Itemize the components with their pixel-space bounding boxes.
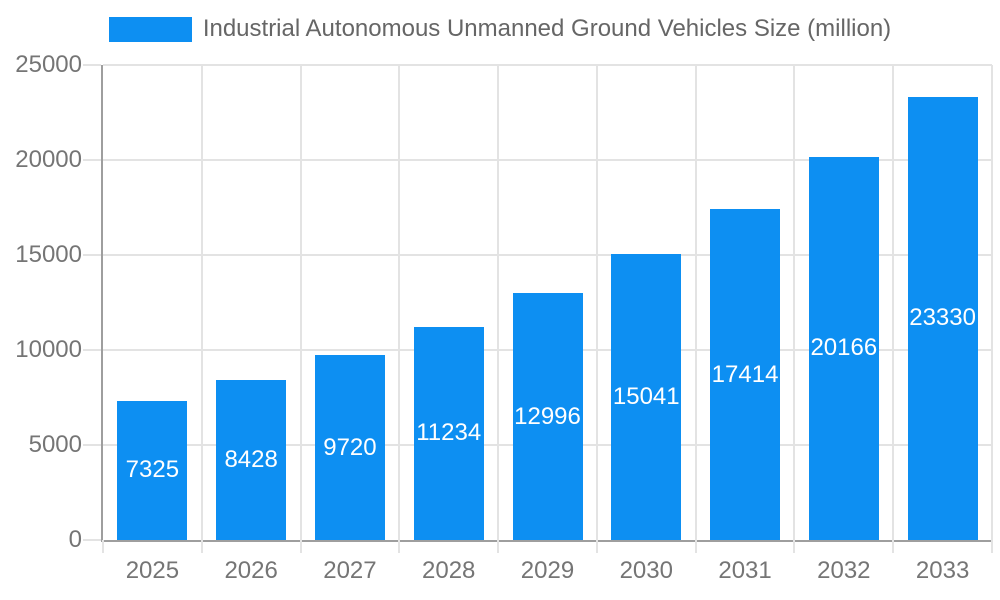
x-gridline bbox=[299, 65, 302, 540]
bar-value-label: 17414 bbox=[711, 360, 779, 388]
bar-2028[interactable]: 11234 bbox=[413, 326, 484, 540]
legend: Industrial Autonomous Unmanned Ground Ve… bbox=[0, 15, 1000, 43]
x-axis-tick bbox=[595, 540, 598, 553]
bar-2033[interactable]: 23330 bbox=[907, 96, 978, 540]
bar-value-label: 9720 bbox=[323, 433, 377, 461]
y-tick-label-0: 0 bbox=[68, 526, 82, 553]
bar-2027[interactable]: 9720 bbox=[314, 355, 385, 540]
bar-value-label: 7325 bbox=[125, 456, 180, 484]
x-gridline bbox=[694, 65, 697, 540]
x-tick-label-2032: 2032 bbox=[817, 557, 871, 584]
y-axis-tick bbox=[83, 444, 101, 446]
x-gridline bbox=[892, 65, 895, 540]
x-gridline bbox=[991, 65, 993, 540]
bar-2032[interactable]: 20166 bbox=[808, 156, 879, 540]
x-axis-tick bbox=[694, 540, 697, 553]
y-tick-label-5000: 5000 bbox=[28, 431, 82, 458]
x-tick-label-2030: 2030 bbox=[619, 557, 673, 584]
y-axis-tick bbox=[83, 64, 101, 66]
bar-value-label: 8428 bbox=[224, 445, 278, 473]
x-axis-tick bbox=[102, 540, 104, 553]
x-tick-label-2033: 2033 bbox=[915, 557, 970, 584]
y-tick-label-20000: 20000 bbox=[15, 146, 82, 173]
bar-value-label: 20166 bbox=[810, 334, 878, 362]
x-gridline bbox=[595, 65, 598, 540]
bar-value-label: 23330 bbox=[909, 304, 976, 332]
y-axis-tick bbox=[83, 254, 101, 256]
x-axis-tick bbox=[991, 540, 993, 553]
x-axis-tick bbox=[793, 540, 796, 553]
y-axis-tick bbox=[83, 539, 101, 541]
bar-value-label: 12996 bbox=[514, 402, 581, 430]
y-tick-label-25000: 25000 bbox=[15, 51, 82, 78]
x-gridline bbox=[398, 65, 401, 540]
bar-2026[interactable]: 8428 bbox=[216, 379, 287, 540]
y-gridline bbox=[103, 64, 992, 66]
bar-2029[interactable]: 12996 bbox=[512, 293, 583, 540]
legend-item[interactable]: Industrial Autonomous Unmanned Ground Ve… bbox=[108, 15, 892, 43]
y-tick-label-15000: 15000 bbox=[15, 241, 82, 268]
x-tick-label-2029: 2029 bbox=[520, 557, 575, 584]
bar-value-label: 15041 bbox=[612, 383, 680, 411]
y-axis-tick bbox=[83, 159, 101, 161]
plot-area: 0 5000 10000 15000 20000 25000 7325 2025 8428 202… bbox=[15, 51, 993, 584]
legend-label: Industrial Autonomous Unmanned Ground Ve… bbox=[202, 15, 892, 42]
x-axis-tick bbox=[497, 540, 500, 553]
x-gridline bbox=[497, 65, 500, 540]
y-axis-tick bbox=[83, 349, 101, 351]
x-tick-label-2025: 2025 bbox=[125, 557, 180, 584]
x-gridline bbox=[793, 65, 796, 540]
bar-2031[interactable]: 17414 bbox=[710, 209, 781, 540]
x-tick-label-2027: 2027 bbox=[323, 557, 377, 584]
x-tick-label-2031: 2031 bbox=[718, 557, 772, 584]
y-gridline bbox=[103, 254, 992, 256]
legend-swatch-icon bbox=[108, 16, 192, 42]
y-gridline bbox=[103, 159, 992, 161]
bar-2025[interactable]: 7325 bbox=[117, 400, 188, 540]
x-gridline bbox=[200, 65, 203, 540]
x-axis-tick bbox=[299, 540, 302, 553]
x-axis-tick bbox=[200, 540, 203, 553]
x-axis-tick bbox=[398, 540, 401, 553]
y-tick-label-10000: 10000 bbox=[15, 336, 82, 363]
bar-value-label: 11234 bbox=[416, 419, 482, 447]
x-tick-label-2026: 2026 bbox=[224, 557, 278, 584]
bar-2030[interactable]: 15041 bbox=[611, 254, 682, 540]
x-axis-tick bbox=[892, 540, 895, 553]
x-tick-label-2028: 2028 bbox=[422, 557, 476, 584]
